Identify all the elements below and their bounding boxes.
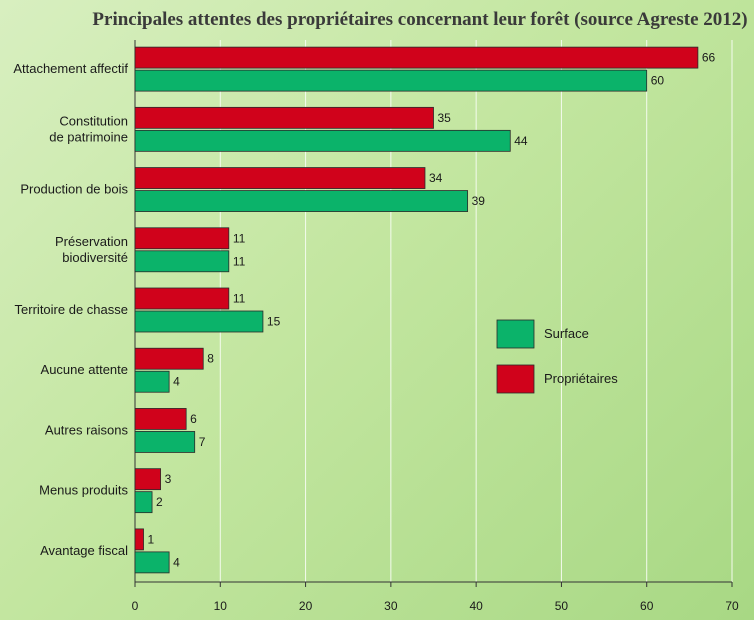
x-tick-label: 60 xyxy=(640,599,654,613)
x-tick-label: 50 xyxy=(555,599,569,613)
category-label: Menus produits xyxy=(39,483,128,498)
category-label: Autres raisons xyxy=(45,422,129,437)
data-label: 11 xyxy=(233,254,246,268)
data-label: 44 xyxy=(514,134,528,148)
x-tick-label: 0 xyxy=(132,599,139,613)
legend-label: Surface xyxy=(544,326,589,341)
bar-propritaires xyxy=(134,347,204,370)
category-label: Constitution xyxy=(59,113,128,128)
data-label: 60 xyxy=(651,74,665,88)
legend-swatch xyxy=(496,364,535,394)
data-label: 6 xyxy=(190,412,197,426)
data-label: 34 xyxy=(429,171,443,185)
legend-swatch xyxy=(496,319,535,349)
chart-title: Principales attentes des propriétaires c… xyxy=(92,9,747,30)
data-label: 1 xyxy=(148,532,155,546)
bar-surface xyxy=(134,310,264,333)
category-label: Production de bois xyxy=(20,182,128,197)
category-label: Préservation xyxy=(55,234,128,249)
bar-surface xyxy=(134,69,648,92)
data-label: 35 xyxy=(438,111,452,125)
data-label: 11 xyxy=(233,231,246,245)
bar-surface xyxy=(134,431,196,453)
bar-surface xyxy=(134,250,230,273)
bar-propritaires xyxy=(134,167,426,189)
bar-surface xyxy=(134,491,153,514)
chart-legend: Surface Propriétaires xyxy=(496,319,618,394)
x-tick-label: 20 xyxy=(299,599,313,613)
x-tick-label: 40 xyxy=(469,599,483,613)
category-label: Territoire de chasse xyxy=(15,302,128,317)
data-label: 4 xyxy=(173,375,180,389)
data-label: 8 xyxy=(207,352,214,366)
bar-surface xyxy=(134,370,170,393)
data-label: 4 xyxy=(173,555,180,569)
data-label: 66 xyxy=(702,51,716,65)
bar-surface xyxy=(134,190,469,212)
category-label: Attachement affectif xyxy=(13,61,128,76)
data-label: 3 xyxy=(165,472,172,486)
bar-propritaires xyxy=(134,46,699,69)
category-label: biodiversité xyxy=(62,250,128,265)
x-axis-ticks: 0 10 20 30 40 50 60 70 xyxy=(132,582,739,613)
x-tick-label: 30 xyxy=(384,599,398,613)
category-label: Aucune attente xyxy=(41,362,128,377)
x-tick-label: 70 xyxy=(725,599,739,613)
legend-label: Propriétaires xyxy=(544,371,618,386)
data-label: 11 xyxy=(233,292,246,306)
bar-propritaires xyxy=(134,468,161,491)
bar-surface xyxy=(134,129,511,152)
category-label: Avantage fiscal xyxy=(40,543,128,558)
data-label: 39 xyxy=(472,194,486,208)
bar-propritaires xyxy=(134,227,230,250)
chart-bars: 66 60 35 44 34 39 11 11 11 15 8 4 67 32 1 4 xyxy=(134,46,716,574)
bar-propritaires xyxy=(134,287,230,310)
data-label: 7 xyxy=(199,435,206,449)
bar-surface xyxy=(134,551,170,574)
x-tick-label: 10 xyxy=(214,599,228,613)
bar-propritaires xyxy=(134,408,187,430)
data-label: 15 xyxy=(267,315,281,329)
bar-propritaires xyxy=(134,528,144,551)
data-label: 2 xyxy=(156,495,163,509)
bar-propritaires xyxy=(134,106,434,129)
category-label: de patrimoine xyxy=(49,129,128,144)
